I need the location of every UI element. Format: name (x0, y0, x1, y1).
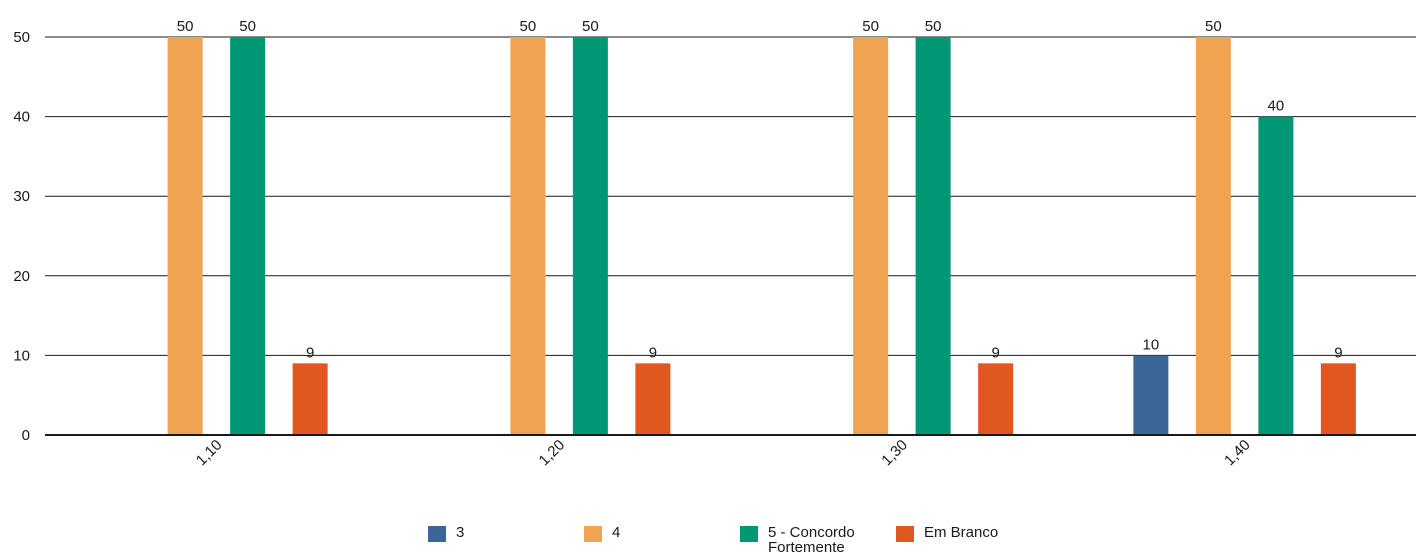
chart-legend: 3 4 5 - Concordo Fortemente Em Branco (0, 522, 1416, 560)
bar-value-label: 9 (1334, 344, 1342, 361)
legend-swatch-concordo-fortemente (740, 526, 758, 542)
bar-value-label: 40 (1268, 98, 1285, 115)
bar-value-label: 10 (1143, 336, 1160, 353)
bars (167, 37, 1356, 435)
y-tick-label: 10 (13, 347, 30, 364)
grid-lines (45, 36, 1416, 356)
bar (1258, 116, 1294, 435)
bar-value-label: 50 (177, 18, 194, 35)
x-tick-label: 1,20 (536, 436, 569, 469)
y-tick-label: 20 (13, 268, 30, 285)
bar-value-label: 50 (582, 18, 599, 35)
x-tick-label: 1,40 (1221, 436, 1254, 469)
bar (230, 37, 266, 435)
bar (510, 37, 546, 435)
y-axis-tick-labels: 0 10 20 30 40 50 (13, 29, 30, 444)
bar (1320, 363, 1356, 435)
bar-value-label: 50 (1205, 18, 1222, 35)
bar (915, 37, 951, 435)
bar-value-label: 50 (925, 18, 942, 35)
x-axis-tick-labels: 1,10 1,20 1,30 1,40 (193, 436, 1254, 469)
bar (1133, 355, 1169, 435)
x-tick-label: 1,30 (878, 436, 911, 469)
legend-label-em-branco: Em Branco (924, 524, 999, 541)
legend-item-4: 4 (584, 522, 742, 558)
x-tick-label: 1,10 (193, 436, 226, 469)
legend-item-concordo-fortemente: 5 - Concordo Fortemente (740, 522, 898, 558)
bar-value-label: 50 (862, 18, 879, 35)
legend-swatch-4 (584, 526, 602, 542)
legend-label-4: 4 (612, 524, 621, 541)
legend-swatch-3 (428, 526, 446, 542)
y-tick-label: 30 (13, 188, 30, 205)
bar (978, 363, 1014, 435)
bar-value-label: 9 (649, 344, 657, 361)
bar-value-label: 50 (520, 18, 537, 35)
bar (853, 37, 889, 435)
legend-item-em-branco: Em Branco (896, 522, 1054, 558)
bar (167, 37, 203, 435)
bar-value-label: 9 (991, 344, 999, 361)
legend-label-concordo-fortemente: 5 - Concordo Fortemente (768, 524, 855, 556)
bar (292, 363, 328, 435)
bar (635, 363, 671, 435)
y-tick-label: 50 (13, 29, 30, 46)
legend-swatch-em-branco (896, 526, 914, 542)
bar-value-label: 50 (239, 18, 256, 35)
y-tick-label: 0 (22, 427, 30, 444)
bar-value-label: 9 (306, 344, 314, 361)
bar (572, 37, 608, 435)
legend-item-3: 3 (428, 522, 586, 558)
bar (1195, 37, 1231, 435)
data-labels: 50 50 9 50 50 9 50 50 9 10 50 40 9 (177, 18, 1343, 361)
legend-label-3: 3 (456, 524, 465, 541)
y-tick-label: 40 (13, 109, 30, 126)
